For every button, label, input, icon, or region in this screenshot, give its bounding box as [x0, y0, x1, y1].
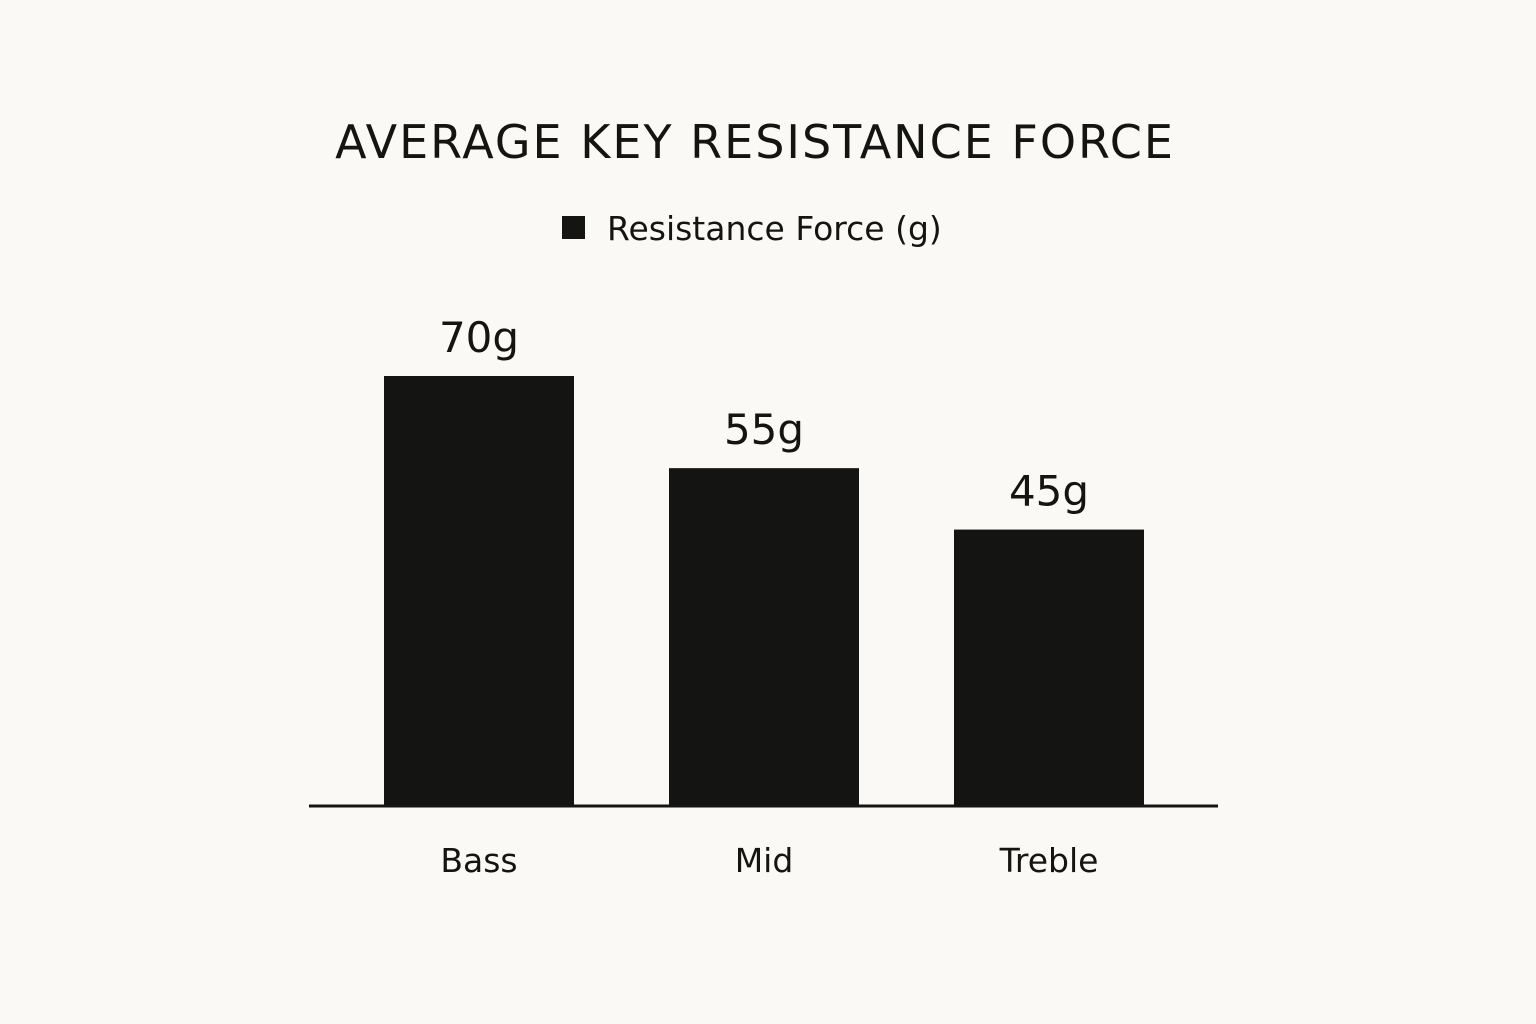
legend: Resistance Force (g) [562, 209, 942, 248]
data-labels: 70g 55g 45g [439, 313, 1089, 516]
tick-label-treble: Treble [999, 841, 1099, 880]
data-label-mid: 55g [724, 405, 804, 454]
bar-bass [384, 376, 574, 806]
bar-treble [954, 529, 1144, 806]
legend-swatch [562, 216, 585, 239]
chart-title: AVERAGE KEY RESISTANCE FORCE [335, 115, 1175, 169]
x-axis-tick-labels: Bass Mid Treble [440, 841, 1098, 880]
bar-mid [669, 468, 859, 806]
data-label-bass: 70g [439, 313, 519, 362]
tick-label-bass: Bass [440, 841, 517, 880]
tick-label-mid: Mid [735, 841, 794, 880]
legend-label: Resistance Force (g) [607, 209, 942, 248]
data-label-treble: 45g [1009, 467, 1089, 516]
bars [384, 376, 1144, 806]
